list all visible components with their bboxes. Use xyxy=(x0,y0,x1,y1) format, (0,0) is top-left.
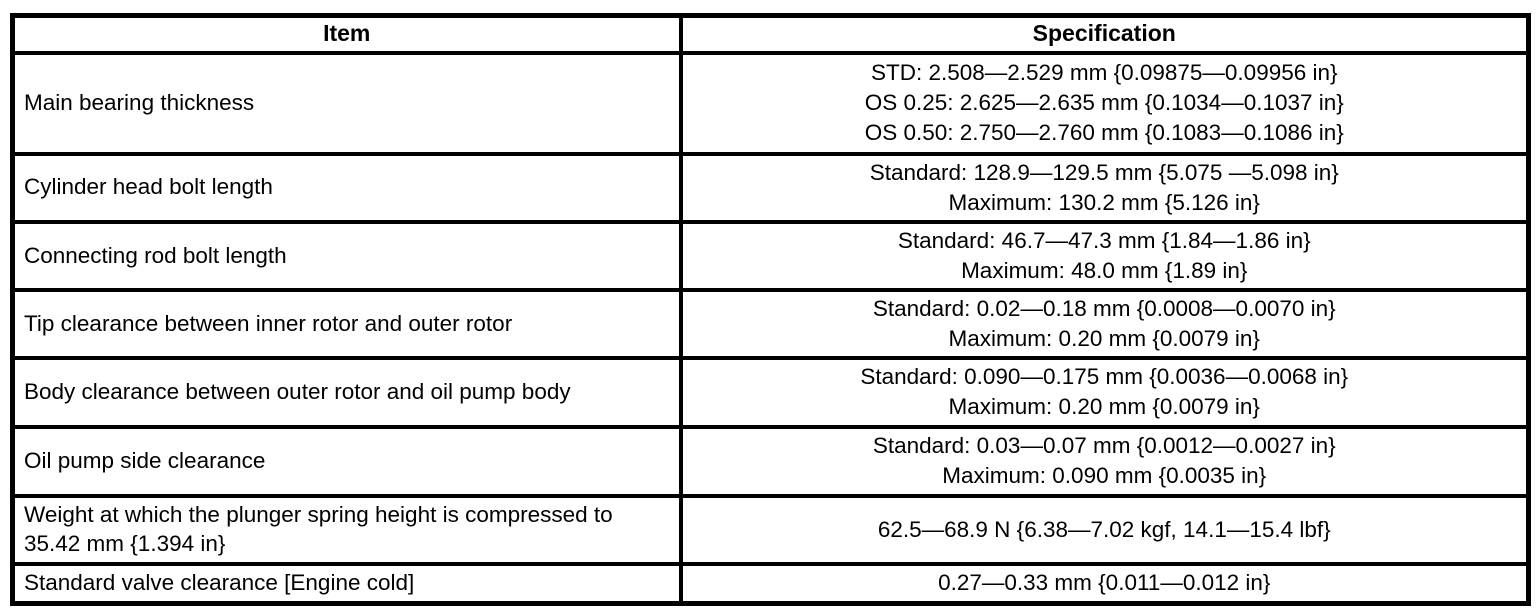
table-row: Oil pump side clearance Standard: 0.03—0… xyxy=(10,424,1531,498)
spec-line: Maximum: 130.2 mm {5.126 in} xyxy=(948,189,1260,215)
spec-cell: Standard: 0.090—0.175 mm {0.0036—0.0068 … xyxy=(678,356,1531,429)
item-cell: Cylinder head bolt length xyxy=(10,151,683,224)
item-cell: Connecting rod bolt length xyxy=(10,219,683,293)
table-row: Tip clearance between inner rotor and ou… xyxy=(10,288,1531,361)
item-cell: Oil pump side clearance xyxy=(10,424,683,498)
spec-line: OS 0.25: 2.625—2.635 mm {0.1034—0.1037 i… xyxy=(864,89,1344,115)
spec-cell: 0.27—0.33 mm {0.011—0.012 in} xyxy=(678,561,1531,606)
spec-line: Standard: 128.9—129.5 mm {5.075 —5.098 i… xyxy=(869,159,1339,185)
table-row: Standard valve clearance [Engine cold] 0… xyxy=(10,561,1531,606)
spec-cell: Standard: 46.7—47.3 mm {1.84—1.86 in} Ma… xyxy=(678,219,1531,293)
column-header-specification: Specification xyxy=(678,13,1531,55)
spec-line: OS 0.50: 2.750—2.760 mm {0.1083—0.1086 i… xyxy=(864,120,1344,146)
spec-line: Maximum: 48.0 mm {1.89 in} xyxy=(961,257,1248,283)
spec-cell: Standard: 0.03—0.07 mm {0.0012—0.0027 in… xyxy=(678,424,1531,498)
table-row: Body clearance between outer rotor and o… xyxy=(10,356,1531,429)
spec-line: STD: 2.508—2.529 mm {0.09875—0.09956 in} xyxy=(870,59,1338,85)
item-cell: Standard valve clearance [Engine cold] xyxy=(10,561,683,606)
spec-cell: 62.5—68.9 N {6.38—7.02 kgf, 14.1—15.4 lb… xyxy=(678,493,1531,566)
spec-line: 0.27—0.33 mm {0.011—0.012 in} xyxy=(938,570,1271,596)
spec-line: Standard: 0.02—0.18 mm {0.0008—0.0070 in… xyxy=(872,296,1336,322)
spec-line: Standard: 46.7—47.3 mm {1.84—1.86 in} xyxy=(897,227,1311,253)
spec-line: Standard: 0.03—0.07 mm {0.0012—0.0027 in… xyxy=(872,432,1336,458)
table-row: Weight at which the plunger spring heigh… xyxy=(10,493,1531,566)
spec-cell: Standard: 128.9—129.5 mm {5.075 —5.098 i… xyxy=(678,151,1531,224)
spec-line: Maximum: 0.20 mm {0.0079 in} xyxy=(948,326,1260,352)
item-cell: Weight at which the plunger spring heigh… xyxy=(10,493,683,566)
item-cell: Body clearance between outer rotor and o… xyxy=(10,356,683,429)
header-row: Item Specification xyxy=(10,13,1531,55)
table-row: Connecting rod bolt length Standard: 46.… xyxy=(10,219,1531,293)
spec-line: Standard: 0.090—0.175 mm {0.0036—0.0068 … xyxy=(860,364,1349,390)
table-row: Main bearing thickness STD: 2.508—2.529 … xyxy=(10,50,1531,156)
spec-cell: STD: 2.508—2.529 mm {0.09875—0.09956 in}… xyxy=(678,50,1531,156)
specification-table: Item Specification Main bearing thicknes… xyxy=(10,13,1531,607)
spec-line: Maximum: 0.090 mm {0.0035 in} xyxy=(942,463,1267,489)
item-cell: Main bearing thickness xyxy=(10,50,683,156)
item-cell: Tip clearance between inner rotor and ou… xyxy=(10,288,683,361)
spec-line: Maximum: 0.20 mm {0.0079 in} xyxy=(948,394,1260,420)
table-row: Cylinder head bolt length Standard: 128.… xyxy=(10,151,1531,224)
spec-line: 62.5—68.9 N {6.38—7.02 kgf, 14.1—15.4 lb… xyxy=(877,516,1331,542)
column-header-item: Item xyxy=(10,13,683,55)
spec-cell: Standard: 0.02—0.18 mm {0.0008—0.0070 in… xyxy=(678,288,1531,361)
